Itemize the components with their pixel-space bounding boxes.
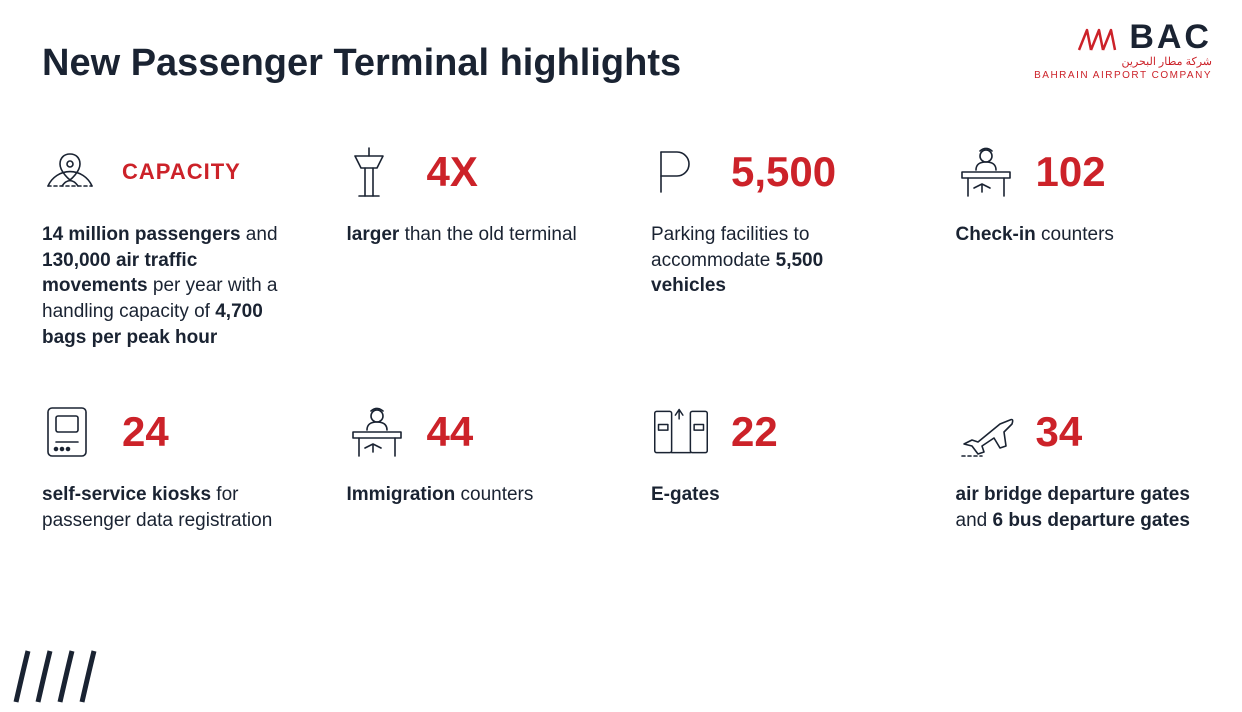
stat-description: Check-in counters xyxy=(956,222,1201,248)
stat-card: 5,500 Parking facilities to accommodate 5… xyxy=(651,140,896,350)
plane-icon xyxy=(956,404,1016,460)
page-title: New Passenger Terminal highlights xyxy=(42,42,681,85)
stat-description: Immigration counters xyxy=(347,482,592,508)
logo-mark-icon xyxy=(1077,24,1121,52)
stat-value: 4X xyxy=(427,148,478,196)
logo-name: BAC xyxy=(1129,18,1212,57)
stat-description: 14 million passengers and 130,000 air tr… xyxy=(42,222,287,350)
stat-value: 22 xyxy=(731,408,778,456)
stat-card: CAPACITY 14 million passengers and 130,00… xyxy=(42,140,287,350)
stat-value: 102 xyxy=(1036,148,1106,196)
stat-value: 24 xyxy=(122,408,169,456)
stats-grid: CAPACITY 14 million passengers and 130,00… xyxy=(42,140,1200,533)
stat-value: 34 xyxy=(1036,408,1083,456)
stat-card: 102 Check-in counters xyxy=(956,140,1201,350)
stat-description: E-gates xyxy=(651,482,896,508)
parking-icon xyxy=(651,144,711,200)
stat-value: 5,500 xyxy=(731,148,836,196)
tower-icon xyxy=(347,144,407,200)
stat-card: 22 E-gates xyxy=(651,400,896,533)
counter-icon xyxy=(956,144,1016,200)
stat-value: CAPACITY xyxy=(122,159,241,185)
counter-icon xyxy=(347,404,407,460)
globe-pin-icon xyxy=(42,144,102,200)
egate-icon xyxy=(651,404,711,460)
stat-description: self-service kiosks for passenger data r… xyxy=(42,482,287,533)
logo-sub: BAHRAIN AIRPORT COMPANY xyxy=(1034,70,1212,81)
kiosk-icon xyxy=(42,402,102,462)
stat-card: 34 air bridge departure gates and 6 bus d… xyxy=(956,400,1201,533)
stat-description: air bridge departure gates and 6 bus dep… xyxy=(956,482,1201,533)
stat-description: Parking facilities to accommodate 5,500 … xyxy=(651,222,896,299)
stat-card: 4X larger than the old terminal xyxy=(347,140,592,350)
stat-value: 44 xyxy=(427,408,474,456)
stat-card: 44 Immigration counters xyxy=(347,400,592,533)
corner-decoration xyxy=(10,647,120,712)
stat-card: 24 self-service kiosks for passenger data… xyxy=(42,400,287,533)
logo: BAC شركة مطار البحرين BAHRAIN AIRPORT CO… xyxy=(1034,18,1212,81)
logo-arabic: شركة مطار البحرين xyxy=(1034,55,1212,68)
stat-description: larger than the old terminal xyxy=(347,222,592,248)
